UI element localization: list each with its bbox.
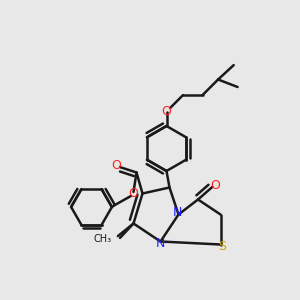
Text: CH₃: CH₃: [93, 234, 111, 244]
Text: O: O: [112, 159, 121, 172]
Text: N: N: [172, 206, 182, 220]
Text: O: O: [210, 178, 220, 192]
Text: O: O: [162, 105, 171, 118]
Text: S: S: [218, 239, 226, 253]
Text: O: O: [129, 187, 138, 200]
Text: N: N: [156, 237, 165, 250]
